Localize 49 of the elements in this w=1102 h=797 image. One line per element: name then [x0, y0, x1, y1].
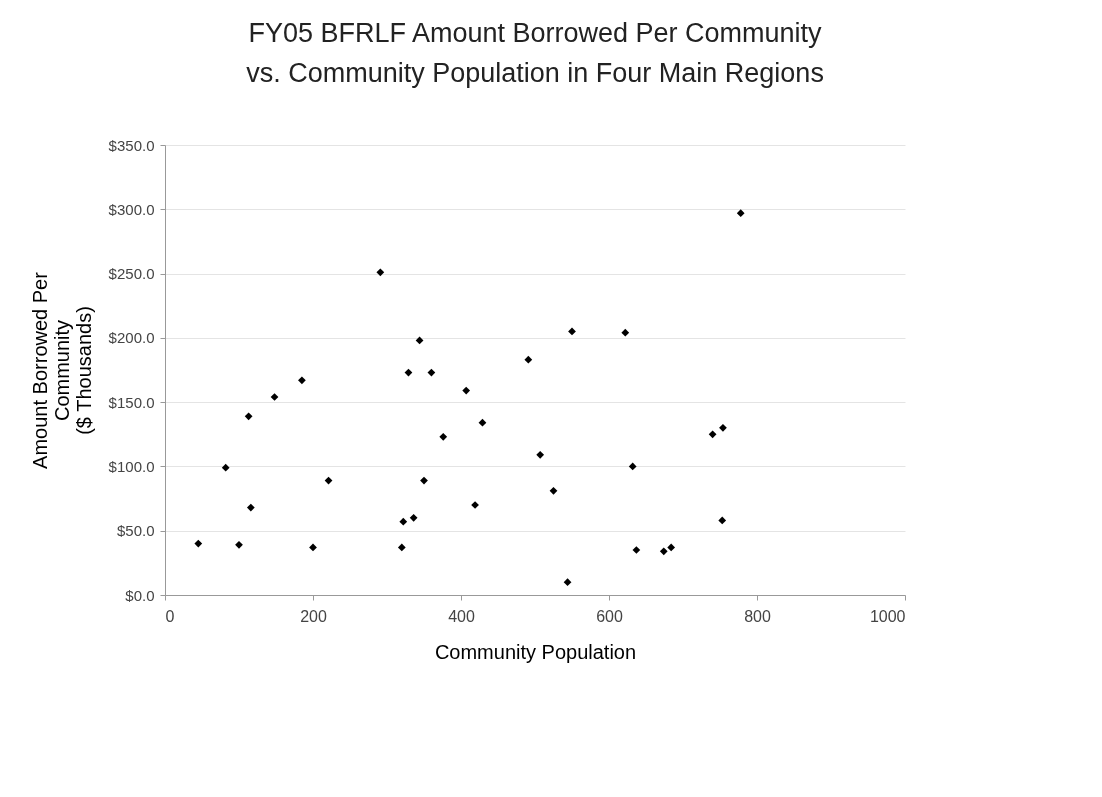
point — [659, 547, 668, 556]
point — [194, 539, 203, 548]
point — [568, 327, 576, 336]
point — [376, 268, 385, 277]
point — [309, 543, 317, 552]
point — [270, 393, 279, 401]
point — [719, 423, 727, 432]
point — [397, 543, 406, 552]
point — [399, 517, 408, 526]
x-tick-label: 200 — [300, 607, 327, 625]
y-tick-label: $100.0 — [108, 457, 155, 475]
y-tick-label: $50.0 — [116, 522, 155, 540]
point — [563, 578, 572, 587]
x-tick-label: 1000 — [869, 607, 906, 625]
point — [628, 462, 637, 471]
x-tick-label: 400 — [448, 607, 475, 625]
y-tick-label: $0.0 — [125, 586, 155, 604]
x-tick-label: 800 — [744, 607, 771, 625]
point — [235, 540, 243, 549]
x-tick-label: 0 — [165, 607, 175, 625]
point — [246, 503, 255, 512]
x-tick-label: 600 — [596, 607, 623, 625]
y-tick-label: $300.0 — [108, 200, 155, 218]
point — [708, 430, 717, 439]
y-tick-label: $250.0 — [108, 265, 155, 283]
point — [549, 486, 558, 495]
point — [536, 450, 545, 459]
point — [244, 412, 253, 421]
point — [298, 376, 306, 385]
point — [478, 418, 487, 427]
point — [409, 513, 418, 522]
y-tick-label: $200.0 — [108, 329, 155, 347]
point — [524, 355, 533, 364]
point — [718, 516, 727, 525]
x-axis-title: Community Population — [434, 640, 637, 663]
y-axis-title: Amount Borrowed Per Community ($ Thousands) — [28, 271, 95, 469]
point — [420, 476, 428, 485]
point — [462, 386, 471, 395]
point — [632, 546, 641, 554]
y-tick-label: $150.0 — [108, 393, 155, 411]
point — [439, 432, 448, 441]
point — [415, 336, 424, 345]
chart-title: FY05 BFRLF Amount Borrowed Per Community vs. Community Population in Four Main Regions — [246, 18, 824, 88]
point — [736, 209, 745, 218]
y-tick-label: $350.0 — [108, 136, 155, 154]
point — [667, 543, 676, 552]
point — [221, 463, 230, 472]
point — [427, 368, 436, 377]
point — [621, 328, 630, 337]
